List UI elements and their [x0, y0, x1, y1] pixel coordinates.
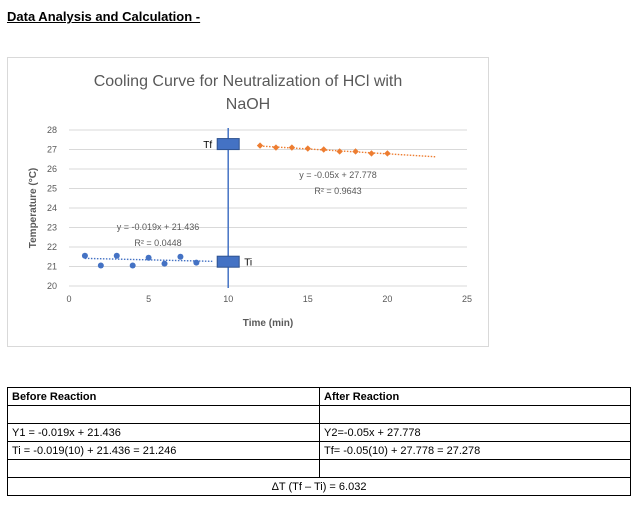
y2-equation: Y2=-0.05x + 27.778 — [319, 423, 631, 442]
tf-label: Tf — [203, 140, 212, 151]
calculation-table: Before Reaction After Reaction Y1 = -0.0… — [7, 387, 631, 496]
x-tick-label: 15 — [303, 294, 313, 304]
trendline-r2-before: R² = 0.0448 — [134, 238, 181, 248]
y-tick-label: 20 — [47, 281, 57, 291]
trendline-after — [259, 145, 436, 158]
data-point-before — [97, 262, 104, 269]
data-point-after — [352, 148, 359, 155]
y-tick-label: 27 — [47, 145, 57, 155]
x-tick-label: 0 — [66, 294, 71, 304]
y-tick-label: 23 — [47, 223, 57, 233]
tf-calculation: Tf= -0.05(10) + 27.778 = 27.278 — [319, 441, 631, 460]
ti-marker — [216, 255, 240, 268]
data-point-after — [368, 150, 375, 157]
cooling-curve-chart: Cooling Curve for Neutralization of HCl … — [7, 57, 489, 347]
trendline-equation-after: y = -0.05x + 27.778 — [299, 170, 377, 180]
data-point-after — [256, 142, 264, 149]
table-row — [7, 459, 631, 478]
y-tick-label: 26 — [47, 164, 57, 174]
data-point-after — [336, 148, 343, 155]
y1-equation: Y1 = -0.019x + 21.436 — [7, 423, 320, 442]
table-row — [7, 405, 631, 424]
data-point-after — [320, 146, 327, 153]
data-point-before — [81, 252, 88, 259]
data-point-after — [288, 144, 296, 151]
data-point-before — [129, 262, 136, 269]
y-tick-label: 21 — [47, 262, 57, 272]
chart-title: NaOH — [226, 96, 270, 113]
after-reaction-header: After Reaction — [319, 387, 631, 406]
ti-label: Ti — [244, 258, 252, 269]
tf-marker — [216, 138, 240, 151]
section-heading: Data Analysis and Calculation - — [7, 9, 201, 24]
x-tick-label: 25 — [462, 294, 472, 304]
y-tick-label: 24 — [47, 203, 57, 213]
data-point-before — [177, 253, 184, 260]
x-tick-label: 10 — [223, 294, 233, 304]
empty-cell — [319, 405, 631, 424]
data-point-before — [113, 252, 120, 259]
data-point-after — [304, 145, 311, 152]
trendline-equation-before: y = -0.019x + 21.436 — [117, 222, 200, 232]
data-point-before — [161, 260, 168, 267]
y-axis-label: Temperature (°C) — [28, 168, 39, 249]
empty-cell — [319, 459, 631, 478]
data-point-before — [145, 254, 152, 261]
chart-title: Cooling Curve for Neutralization of HCl … — [94, 73, 403, 90]
table-row: ΔT (Tf – Ti) = 6.032 — [7, 477, 631, 496]
trendline-r2-after: R² = 0.9643 — [314, 186, 361, 196]
before-reaction-header: Before Reaction — [7, 387, 320, 406]
table-row: Before Reaction After Reaction — [7, 387, 631, 406]
table-row: Ti = -0.019(10) + 21.436 = 21.246 Tf= -0… — [7, 441, 631, 460]
x-tick-label: 5 — [146, 294, 151, 304]
delta-t-result: ΔT (Tf – Ti) = 6.032 — [7, 477, 631, 496]
y-tick-label: 22 — [47, 242, 57, 252]
x-tick-label: 20 — [382, 294, 392, 304]
y-tick-label: 28 — [47, 125, 57, 135]
data-point-after — [272, 144, 280, 151]
data-point-after — [384, 150, 391, 157]
table-row: Y1 = -0.019x + 21.436 Y2=-0.05x + 27.778 — [7, 423, 631, 442]
y-tick-label: 25 — [47, 184, 57, 194]
empty-cell — [7, 405, 320, 424]
empty-cell — [7, 459, 320, 478]
data-point-before — [193, 259, 200, 266]
x-axis-label: Time (min) — [243, 318, 293, 329]
ti-calculation: Ti = -0.019(10) + 21.436 = 21.246 — [7, 441, 320, 460]
chart-canvas: Cooling Curve for Neutralization of HCl … — [28, 73, 472, 329]
